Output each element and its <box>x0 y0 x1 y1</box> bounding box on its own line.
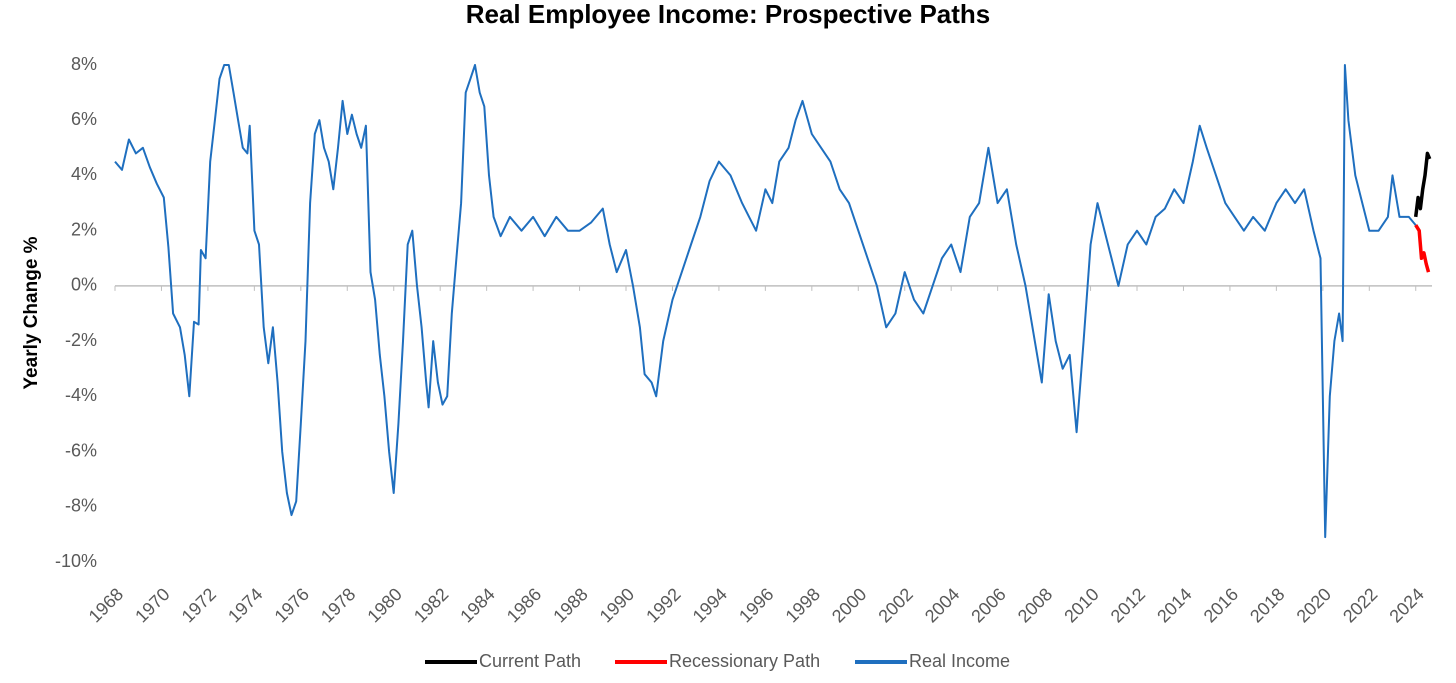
series-line <box>1413 151 1432 218</box>
y-tick-label: -2% <box>65 330 97 350</box>
x-tick-label: 1996 <box>735 584 777 626</box>
x-tick-label: 2020 <box>1293 584 1335 626</box>
x-tick-label: 1972 <box>178 584 220 626</box>
x-tick-label: 2004 <box>921 584 963 626</box>
legend-label: Current Path <box>479 651 581 671</box>
x-tick-label: 1998 <box>782 584 824 626</box>
y-tick-label: -10% <box>55 551 97 571</box>
y-tick-label: 6% <box>71 109 97 129</box>
x-tick-label: 2014 <box>1153 584 1195 626</box>
legend-label: Real Income <box>909 651 1010 671</box>
x-tick-label: 1984 <box>456 584 498 626</box>
y-tick-label: -8% <box>65 496 97 516</box>
series-line <box>1414 224 1431 273</box>
x-tick-label: 2012 <box>1107 584 1149 626</box>
x-tick-label: 1994 <box>689 584 731 626</box>
x-tick-label: 2002 <box>874 584 916 626</box>
x-tick-label: 2022 <box>1339 584 1381 626</box>
x-tick-label: 1970 <box>131 584 173 626</box>
x-tick-label: 2008 <box>1014 584 1056 626</box>
x-tick-label: 1974 <box>224 584 266 626</box>
x-tick-label: 1986 <box>503 584 545 626</box>
x-tick-label: 2010 <box>1060 584 1102 626</box>
x-tick-label: 1992 <box>642 584 684 626</box>
series-line <box>114 64 1417 539</box>
x-tick-label: 2024 <box>1385 584 1427 626</box>
x-tick-label: 1968 <box>85 584 127 626</box>
legend-label: Recessionary Path <box>669 651 820 671</box>
x-tick-label: 1976 <box>271 584 313 626</box>
y-axis-label: Yearly Change % <box>21 236 42 389</box>
y-tick-label: -4% <box>65 385 97 405</box>
x-tick-label: 1980 <box>363 584 405 626</box>
y-tick-label: -6% <box>65 440 97 460</box>
x-tick-label: 1990 <box>596 584 638 626</box>
y-tick-label: 4% <box>71 164 97 184</box>
x-tick-label: 2016 <box>1200 584 1242 626</box>
x-tick-label: 1978 <box>317 584 359 626</box>
x-tick-label: 1988 <box>549 584 591 626</box>
chart-title: Real Employee Income: Prospective Paths <box>466 0 991 29</box>
x-tick-label: 1982 <box>410 584 452 626</box>
x-tick-label: 2006 <box>967 584 1009 626</box>
x-tick-label: 2000 <box>828 584 870 626</box>
x-tick-label: 2018 <box>1246 584 1288 626</box>
y-tick-label: 2% <box>71 219 97 239</box>
y-tick-label: 0% <box>71 275 97 295</box>
y-tick-label: 8% <box>71 54 97 74</box>
